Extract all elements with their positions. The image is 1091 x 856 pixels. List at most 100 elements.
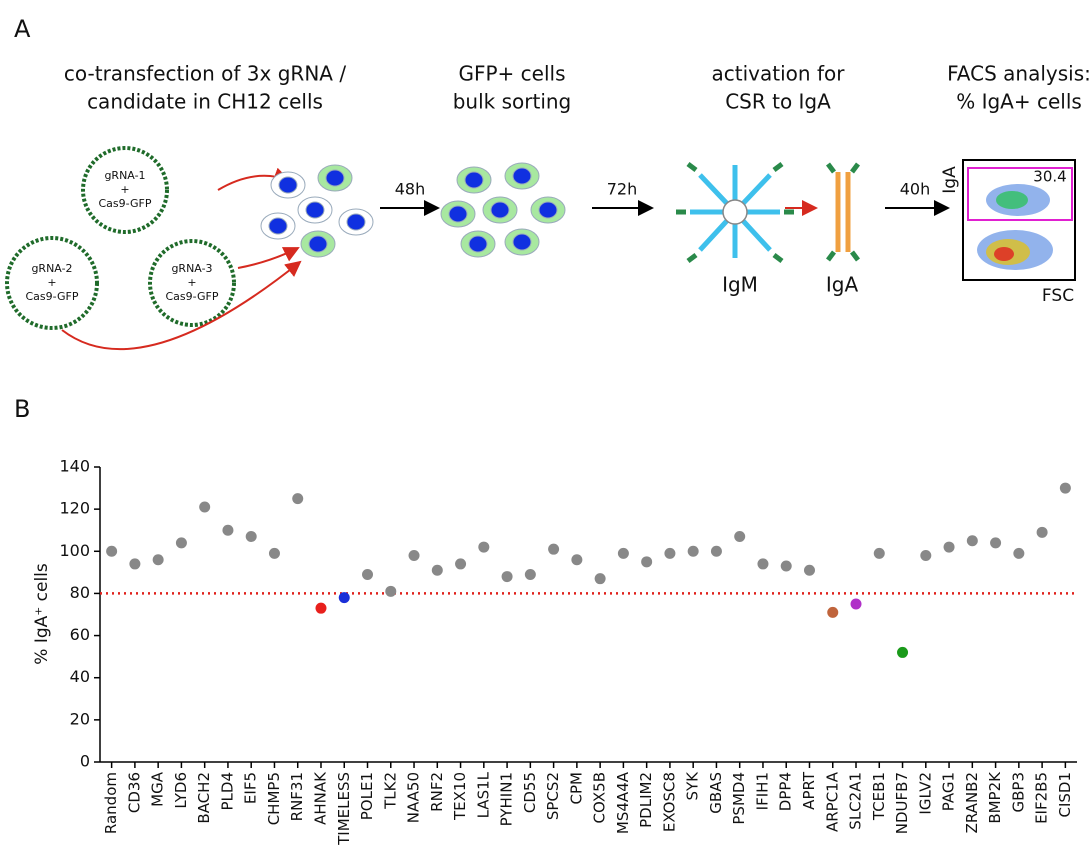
point xyxy=(804,565,815,576)
point xyxy=(176,537,187,548)
point xyxy=(1060,483,1071,494)
x-tick-label: RNF31 xyxy=(288,772,306,821)
x-tick-label: DPP4 xyxy=(777,772,795,811)
point xyxy=(874,548,885,559)
point xyxy=(199,502,210,513)
y-tick-label: 60 xyxy=(70,625,90,644)
x-tick-label: SPCS2 xyxy=(544,772,562,820)
x-tick-label: NAA50 xyxy=(405,772,423,823)
step-title: co-transfection of 3x gRNA / xyxy=(64,62,346,86)
point xyxy=(920,550,931,561)
point xyxy=(548,544,559,555)
plasmid-label: gRNA-1 xyxy=(104,169,145,182)
point xyxy=(827,607,838,618)
point xyxy=(688,546,699,557)
time-label: 40h xyxy=(900,180,931,199)
step-title: CSR to IgA xyxy=(725,90,831,114)
point xyxy=(1037,527,1048,538)
x-tick-label: SLC2A1 xyxy=(847,772,865,830)
y-tick-label: 80 xyxy=(70,583,90,602)
x-tick-label: PDLIM2 xyxy=(637,772,655,828)
point xyxy=(455,558,466,569)
antibody-label: IgA xyxy=(826,273,859,297)
x-tick-label: PAG1 xyxy=(940,772,958,811)
point xyxy=(618,548,629,559)
point xyxy=(222,525,233,536)
x-tick-label: EIF5 xyxy=(242,772,260,804)
plasmid-label: gRNA-3 xyxy=(171,262,212,275)
gate-value: 30.4 xyxy=(1033,168,1066,186)
point xyxy=(525,569,536,580)
point xyxy=(362,569,373,580)
x-tick-label: SYK xyxy=(684,771,702,801)
x-tick-label: COX5B xyxy=(591,772,609,823)
point xyxy=(595,573,606,584)
plasmid-label: Cas9-GFP xyxy=(165,290,218,303)
point xyxy=(246,531,257,542)
x-tick-label: LAS1L xyxy=(474,771,492,818)
y-tick-label: 100 xyxy=(59,541,90,560)
y-tick-label: 40 xyxy=(70,667,90,686)
point xyxy=(781,561,792,572)
step-title: activation for xyxy=(712,62,846,86)
step-title: candidate in CH12 cells xyxy=(87,90,323,114)
x-tick-label: IGLV2 xyxy=(916,772,934,815)
x-tick-label: IFIH1 xyxy=(753,772,771,810)
x-tick-label: GBP3 xyxy=(1009,772,1027,813)
x-tick-label: GBAS xyxy=(707,772,725,814)
cells xyxy=(261,163,565,257)
facs-y-label: IgA xyxy=(940,166,960,194)
y-axis-label: % IgA⁺ cells xyxy=(32,563,52,665)
x-tick-label: PLD4 xyxy=(218,772,236,811)
x-tick-label: APRT xyxy=(800,771,818,810)
point xyxy=(153,554,164,565)
step-title: FACS analysis: xyxy=(947,62,1091,86)
y-tick-label: 140 xyxy=(59,457,90,476)
x-tick-label: POLE1 xyxy=(358,772,376,820)
antibody-label: IgM xyxy=(722,273,758,297)
point xyxy=(967,535,978,546)
x-tick-label: CPM xyxy=(567,772,585,804)
iga-icon xyxy=(828,164,858,260)
igm-icon xyxy=(676,164,794,261)
x-tick-label: CHMP5 xyxy=(265,772,283,825)
plasmid-label: + xyxy=(47,276,56,289)
x-tick-label: MS4A4A xyxy=(614,771,632,834)
point xyxy=(944,542,955,553)
point xyxy=(129,558,140,569)
x-tick-label: PSMD4 xyxy=(730,772,748,825)
x-tick-label: NDUFB7 xyxy=(893,772,911,834)
point xyxy=(990,537,1001,548)
x-tick-label: TIMELESS xyxy=(335,772,353,846)
point xyxy=(897,647,908,658)
x-tick-label: BACH2 xyxy=(195,772,213,824)
x-tick-label: ARPC1A xyxy=(823,771,841,832)
point xyxy=(1013,548,1024,559)
step-title: GFP+ cells xyxy=(458,62,565,86)
x-tick-label: BMP2K xyxy=(986,771,1004,824)
point xyxy=(711,546,722,557)
x-tick-label: Random xyxy=(102,772,120,834)
plasmid-label: Cas9-GFP xyxy=(98,197,151,210)
step-title: bulk sorting xyxy=(453,90,572,114)
point xyxy=(409,550,420,561)
point xyxy=(478,542,489,553)
y-tick-label: 20 xyxy=(70,709,90,728)
x-tick-label: CISD1 xyxy=(1056,772,1074,818)
point xyxy=(757,558,768,569)
point xyxy=(292,493,303,504)
point xyxy=(502,571,513,582)
x-tick-label: LYD6 xyxy=(172,772,190,809)
plasmid-label: + xyxy=(120,183,129,196)
panel-label: A xyxy=(14,15,31,43)
y-tick-label: 120 xyxy=(59,499,90,518)
x-tick-label: CD55 xyxy=(521,772,539,813)
point xyxy=(315,603,326,614)
plasmid-label: + xyxy=(187,276,196,289)
point xyxy=(571,554,582,565)
point xyxy=(269,548,280,559)
step-title: % IgA+ cells xyxy=(956,90,1082,114)
x-tick-label: MGA xyxy=(149,771,167,807)
x-tick-label: EXOSC8 xyxy=(660,772,678,832)
